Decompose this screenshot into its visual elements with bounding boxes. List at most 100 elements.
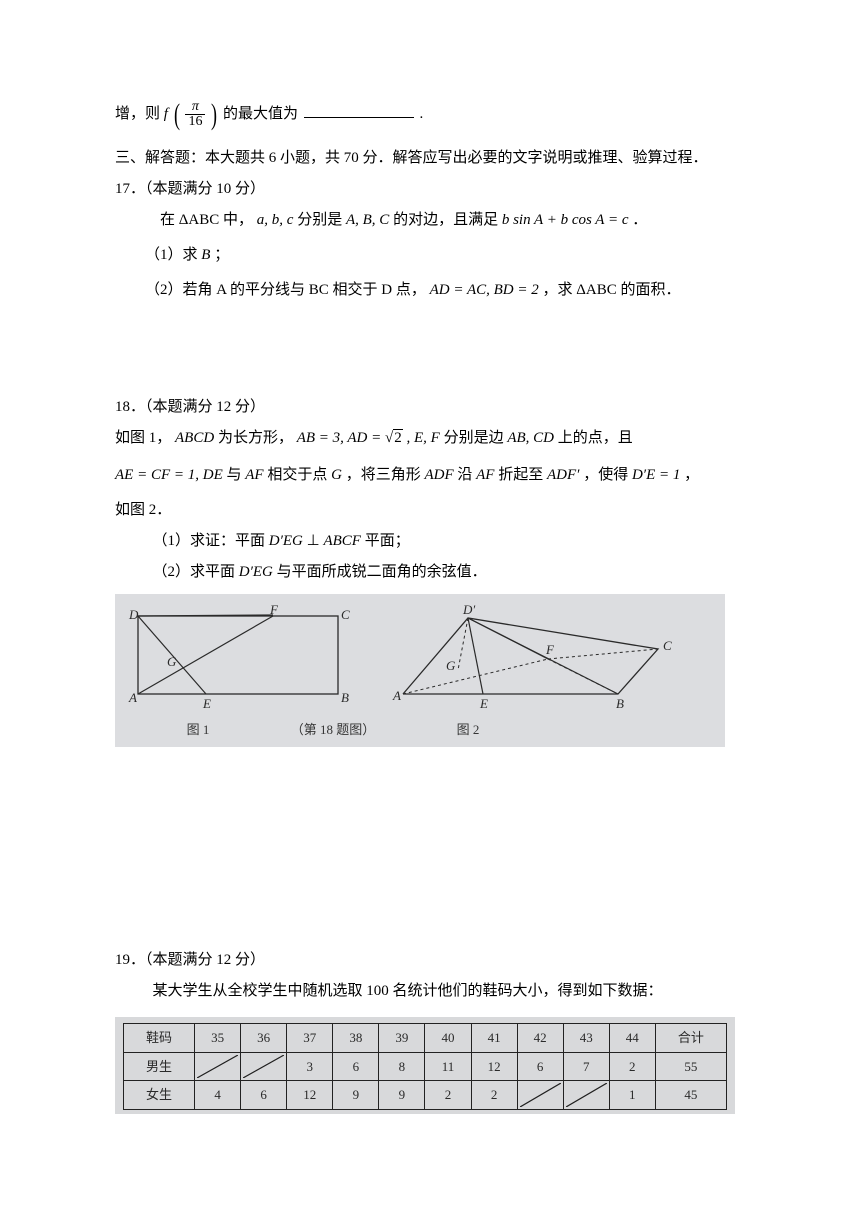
q16-frac: π 16 — [185, 100, 205, 129]
q17-sep: 分别是 — [297, 212, 346, 228]
table-row: 鞋码 35 36 37 38 39 40 41 42 43 44 合计 — [124, 1024, 727, 1052]
q16-f: f — [164, 106, 168, 122]
lparen-icon: ( — [174, 101, 180, 128]
th-37: 37 — [287, 1024, 333, 1052]
q17-B: B — [201, 247, 210, 263]
q18-figure: D F C G A E B D′ A G E F B C 图 1 — [115, 594, 725, 747]
q18-line1: 如图 1， ABCD 为长方形， AB = 3, AD = √2 , E, F … — [115, 425, 745, 452]
q16-period: . — [419, 106, 423, 122]
q18-l2c: ，将三角形 — [346, 467, 425, 483]
td-cell: 12 — [287, 1081, 333, 1109]
th-40: 40 — [425, 1024, 471, 1052]
q18-p1b: 平面； — [365, 533, 410, 549]
q18-sqrt2: 2 — [393, 429, 403, 446]
q19-table-block: 鞋码 35 36 37 38 39 40 41 42 43 44 合计 男生 3… — [115, 1017, 735, 1113]
q18-abcd: ABCD — [175, 430, 214, 446]
fig2-svg: D′ A G E F B C — [388, 604, 688, 714]
q18-l2b: 相交于点 — [267, 467, 331, 483]
q17-p2-pre: （2）若角 A 的平分线与 BC 相交于 D 点， — [145, 282, 430, 298]
td-cell: 45 — [655, 1081, 726, 1109]
q18-l2eq: AE = CF = 1, DE — [115, 467, 223, 483]
q18-l1a: 为长方形， — [218, 430, 297, 446]
fig2-G: G — [446, 658, 456, 673]
q17-abc: a, b, c — [257, 212, 294, 228]
q17-p2-end: 的面积． — [621, 282, 681, 298]
td-cell: 55 — [655, 1052, 726, 1080]
q18-p2a: （2）求平面 — [153, 564, 239, 580]
td-cell: 4 — [195, 1081, 241, 1109]
q17-end: ． — [632, 212, 647, 228]
q17-ABC: A, B, C — [346, 212, 389, 228]
q18-adfp: ADF′ — [547, 467, 579, 483]
td-cell — [563, 1081, 609, 1109]
q19-line1: 某大学生从全校学生中随机选取 100 名统计他们的鞋码大小，得到如下数据： — [115, 978, 745, 1005]
fig1-E: E — [202, 696, 211, 711]
fig-labels: 图 1 （第 18 题图） 图 2 — [123, 718, 717, 741]
q18-p2b: 与平面所成锐二面角的余弦值． — [277, 564, 487, 580]
q17-triangle: ΔABC — [179, 212, 220, 228]
q18-p1a: （1）求证：平面 — [153, 533, 269, 549]
q18-af2: AF — [476, 467, 494, 483]
q18-abcd2: AB, CD — [507, 430, 554, 446]
q18-deg: D′EG — [269, 533, 303, 549]
fig2-E: E — [479, 696, 488, 711]
q18-adf: ADF — [424, 467, 453, 483]
q18-l1-pre: 如图 1， — [115, 430, 171, 446]
q18-part2: （2）求平面 D′EG 与平面所成锐二面角的余弦值． — [115, 559, 745, 586]
td-cell: 11 — [425, 1052, 471, 1080]
fig1-D: D — [128, 607, 139, 622]
td-cell — [517, 1081, 563, 1109]
section3-heading: 三、解答题：本大题共 6 小题，共 70 分．解答应写出必要的文字说明或推理、验… — [115, 145, 745, 172]
q16-blank — [304, 117, 414, 118]
fig1-svg: D F C G A E B — [123, 604, 358, 714]
q17-p2-post: ，求 — [543, 282, 577, 298]
q17-eq: b sin A + b cos A = c — [502, 212, 629, 228]
fig1-C: C — [341, 607, 350, 622]
fig1-A: A — [128, 690, 137, 705]
q18-af: AF — [245, 467, 263, 483]
td-cell: 2 — [425, 1081, 471, 1109]
q18-title: 18．（本题满分 12 分） — [115, 394, 745, 421]
fig2-Dp: D′ — [462, 604, 475, 617]
q18-l2g: ， — [684, 467, 699, 483]
q16-after: 的最大值为 — [223, 106, 298, 122]
q16-prefix: 增，则 — [115, 106, 164, 122]
q18-l2e: 折起至 — [498, 467, 547, 483]
q17-part2: （2）若角 A 的平分线与 BC 相交于 D 点， AD = AC, BD = … — [115, 277, 745, 304]
q19-table: 鞋码 35 36 37 38 39 40 41 42 43 44 合计 男生 3… — [123, 1023, 727, 1109]
fig-mid-label: （第 18 题图） — [273, 718, 393, 741]
q17-p2-tri: ΔABC — [576, 282, 617, 298]
td-cell: 9 — [379, 1081, 425, 1109]
q17-p1-end: ； — [214, 247, 229, 263]
q18-l2a: 与 — [226, 467, 245, 483]
q16-fragment: 增，则 f ( π 16 ) 的最大值为 . — [115, 100, 745, 129]
q16-num: π — [185, 100, 205, 114]
td-cell — [195, 1052, 241, 1080]
q18-g: G — [331, 467, 342, 483]
th-39: 39 — [379, 1024, 425, 1052]
td-cell: 1 — [609, 1081, 655, 1109]
q18-deg2: D′EG — [239, 564, 273, 580]
td-cell: 9 — [333, 1081, 379, 1109]
q18-abcf: ABCF — [323, 533, 361, 549]
q17-mid: 中， — [223, 212, 253, 228]
q17-line1: 在 ΔABC 中， a, b, c 分别是 A, B, C 的对边，且满足 b … — [115, 207, 745, 234]
th-36: 36 — [241, 1024, 287, 1052]
th-41: 41 — [471, 1024, 517, 1052]
q18-l1b: 分别是边 — [444, 430, 508, 446]
q17-title: 17．（本题满分 10 分） — [115, 176, 745, 203]
fig1-G: G — [167, 654, 177, 669]
td-cell: 2 — [471, 1081, 517, 1109]
td-cell: 6 — [517, 1052, 563, 1080]
th-35: 35 — [195, 1024, 241, 1052]
fig2-F: F — [545, 642, 555, 657]
q18-l2f: ，使得 — [583, 467, 632, 483]
td-female-label: 女生 — [124, 1081, 195, 1109]
fig1-label: 图 1 — [123, 718, 273, 741]
q17-post: 的对边，且满足 — [393, 212, 502, 228]
sqrt-icon: √2 — [385, 429, 403, 446]
fig1-B: B — [341, 690, 349, 705]
q18-eq1a: AB = 3, AD = — [297, 430, 385, 446]
figure-row: D F C G A E B D′ A G E F B C — [123, 604, 717, 714]
td-male-label: 男生 — [124, 1052, 195, 1080]
